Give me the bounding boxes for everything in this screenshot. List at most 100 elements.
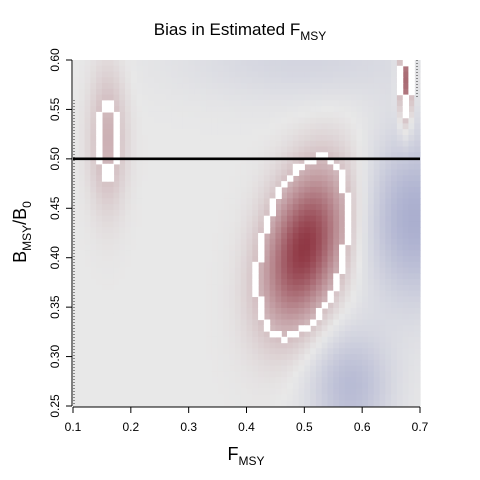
heatmap-cell xyxy=(367,348,375,355)
heatmap-cell xyxy=(350,158,357,165)
heatmap-cell xyxy=(194,313,201,321)
heatmap-cell xyxy=(90,117,97,125)
heatmap-cell xyxy=(344,342,352,349)
heatmap-cell xyxy=(200,256,207,263)
heatmap-cell xyxy=(119,204,126,211)
heatmap-cell xyxy=(315,198,323,205)
heatmap-cell xyxy=(229,152,236,159)
heatmap-cell xyxy=(200,382,207,390)
heatmap-cell xyxy=(344,296,352,303)
heatmap-cell xyxy=(269,140,277,148)
heatmap-cell xyxy=(252,106,259,113)
heatmap-cell xyxy=(286,267,294,274)
contour-cell xyxy=(402,94,410,101)
heatmap-cell xyxy=(125,221,132,228)
heatmap-cell xyxy=(396,169,404,176)
heatmap-cell xyxy=(379,204,386,211)
heatmap-cell xyxy=(414,123,421,130)
heatmap-cell xyxy=(182,354,190,361)
heatmap-cell xyxy=(292,238,300,246)
heatmap-cell xyxy=(223,134,230,142)
heatmap-cell xyxy=(229,284,236,292)
heatmap-cell xyxy=(229,354,236,361)
heatmap-cell xyxy=(402,209,410,217)
heatmap-cell xyxy=(350,175,357,182)
heatmap-cell xyxy=(182,244,190,251)
heatmap-cell xyxy=(194,284,201,292)
heatmap-cell xyxy=(182,382,190,390)
heatmap-cell xyxy=(310,244,317,251)
heatmap-cell xyxy=(90,348,97,355)
heatmap-cell xyxy=(130,60,138,67)
heatmap-cell xyxy=(96,302,103,309)
heatmap-cell xyxy=(73,313,80,321)
heatmap-cell xyxy=(321,342,329,349)
heatmap-cell xyxy=(73,117,80,125)
heatmap-cell xyxy=(367,250,375,257)
heatmap-cell xyxy=(234,215,242,223)
heatmap-cell xyxy=(356,106,363,113)
heatmap-cell xyxy=(286,359,294,367)
heatmap-cell xyxy=(159,371,167,378)
heatmap-cell xyxy=(414,94,421,101)
heatmap-cell xyxy=(113,342,120,349)
heatmap-cell xyxy=(258,342,265,349)
heatmap-cell xyxy=(84,371,91,378)
heatmap-cell xyxy=(130,354,138,361)
heatmap-cell xyxy=(240,382,248,390)
heatmap-cell xyxy=(223,290,230,298)
heatmap-cell xyxy=(177,325,184,332)
heatmap-cell xyxy=(408,250,415,257)
heatmap-cell xyxy=(217,365,224,372)
heatmap-cell xyxy=(136,319,143,326)
heatmap-cell xyxy=(408,169,415,176)
heatmap-cell xyxy=(182,233,190,240)
heatmap-cell xyxy=(315,221,323,228)
heatmap-cell xyxy=(367,267,375,274)
heatmap-cell xyxy=(125,186,132,194)
heatmap-cell xyxy=(153,117,161,125)
heatmap-cell xyxy=(107,71,115,78)
heatmap-cell xyxy=(281,60,288,67)
heatmap-cell xyxy=(223,152,230,159)
heatmap-cell xyxy=(107,215,115,223)
heatmap-cell xyxy=(350,181,357,188)
heatmap-cell xyxy=(119,354,126,361)
heatmap-cell xyxy=(258,181,265,188)
heatmap-cell xyxy=(177,382,184,390)
heatmap-cell xyxy=(188,354,196,361)
heatmap-cell xyxy=(286,209,294,217)
heatmap-cell xyxy=(402,279,410,286)
heatmap-cell xyxy=(333,215,340,223)
heatmap-cell xyxy=(367,221,375,228)
heatmap-cell xyxy=(101,181,109,188)
heatmap-cell xyxy=(136,60,143,67)
heatmap-cell xyxy=(84,313,91,321)
heatmap-cell xyxy=(182,359,190,367)
heatmap-cell xyxy=(379,83,386,90)
heatmap-cell xyxy=(73,152,80,159)
heatmap-cell xyxy=(258,117,265,125)
heatmap-cell xyxy=(130,319,138,326)
heatmap-cell xyxy=(339,336,346,344)
heatmap-cell xyxy=(408,307,415,315)
heatmap-cell xyxy=(350,359,357,367)
heatmap-cell xyxy=(165,163,172,171)
heatmap-cell xyxy=(263,163,271,171)
heatmap-cell xyxy=(73,325,80,332)
heatmap-cell xyxy=(385,365,392,372)
heatmap-cell xyxy=(269,169,277,176)
heatmap-cell xyxy=(165,117,172,125)
heatmap-cell xyxy=(119,175,126,182)
heatmap-cell xyxy=(367,175,375,182)
heatmap-cell xyxy=(391,94,398,101)
heatmap-cell xyxy=(252,250,259,257)
heatmap-cell xyxy=(78,111,86,119)
heatmap-cell xyxy=(211,65,219,73)
heatmap-cell xyxy=(234,371,242,378)
heatmap-cell xyxy=(310,354,317,361)
heatmap-cell xyxy=(217,331,224,338)
heatmap-cell xyxy=(142,83,149,90)
heatmap-cell xyxy=(362,198,369,205)
heatmap-cell xyxy=(275,152,282,159)
